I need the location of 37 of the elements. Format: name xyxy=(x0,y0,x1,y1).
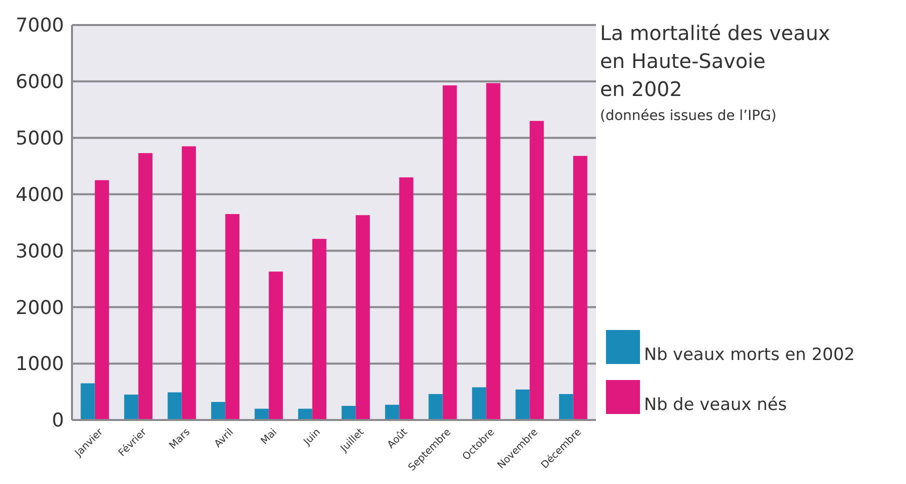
bar xyxy=(312,238,326,420)
y-tick-label: 1000 xyxy=(16,353,64,376)
text: La mortalité des veaux en Haute-Savoie en 2002 xyxy=(600,21,830,101)
y-tick-label: 3000 xyxy=(16,240,64,262)
bar xyxy=(428,394,443,420)
legend-label: Nb veaux morts en 2002 xyxy=(644,345,855,365)
bar xyxy=(168,392,182,420)
bar xyxy=(254,408,269,420)
x-tick-label: Mai xyxy=(259,426,280,448)
bar xyxy=(298,408,312,420)
bar xyxy=(399,177,414,420)
bar xyxy=(573,156,588,420)
bar xyxy=(211,402,226,420)
bar xyxy=(342,406,356,420)
y-tick-label: 2000 xyxy=(16,296,64,319)
bar xyxy=(138,153,152,420)
bar xyxy=(94,180,109,420)
y-tick-label: 4000 xyxy=(16,184,64,206)
bar xyxy=(124,394,138,420)
y-tick-label: 7000 xyxy=(16,14,64,37)
bar xyxy=(356,215,370,420)
bar xyxy=(182,146,196,420)
bar xyxy=(516,390,530,420)
bar xyxy=(268,272,283,420)
text: (données issues de l’IPG) xyxy=(600,108,777,124)
bar xyxy=(559,394,574,420)
y-tick-label: 5000 xyxy=(16,128,64,150)
bar xyxy=(486,83,500,420)
bar xyxy=(385,404,400,420)
bar xyxy=(225,214,240,420)
y-tick-label: 6000 xyxy=(16,71,64,94)
bar xyxy=(530,120,544,420)
y-tick-label: 0 xyxy=(52,410,64,432)
bar xyxy=(442,85,457,420)
bar xyxy=(472,387,486,420)
bar xyxy=(80,383,95,420)
legend-label: Nb de veaux nés xyxy=(644,395,787,415)
